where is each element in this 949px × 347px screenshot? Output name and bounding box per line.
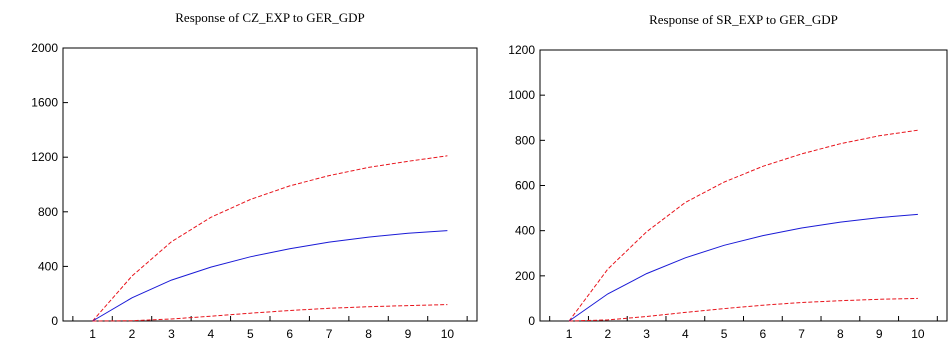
- y-tick-label: 400: [515, 224, 535, 238]
- y-tick-label: 1600: [31, 96, 58, 110]
- response-line: [92, 230, 448, 322]
- y-tick-label: 1000: [508, 88, 535, 102]
- x-tick-label: 6: [760, 327, 767, 341]
- y-tick-label: 0: [528, 314, 535, 328]
- x-tick-label: 2: [129, 327, 136, 341]
- lower-band-line: [92, 304, 448, 322]
- x-tick-label: 3: [168, 327, 175, 341]
- response-line: [568, 213, 918, 322]
- y-tick-label: 800: [515, 133, 535, 147]
- upper-band-line: [568, 129, 918, 322]
- chart-title: Response of SR_EXP to GER_GDP: [649, 12, 838, 27]
- sr-exp-response-chart: Response of SR_EXP to GER_GDP 0 200 400 600…: [508, 12, 948, 341]
- x-tick-label: 7: [326, 327, 333, 341]
- x-tick-label: 2: [604, 327, 611, 341]
- upper-band-line: [92, 155, 448, 322]
- x-tick-label: 10: [911, 327, 925, 341]
- chart-title: Response of CZ_EXP to GER_GDP: [175, 10, 364, 25]
- x-tick-label: 4: [208, 327, 215, 341]
- y-tick-label: 800: [38, 205, 58, 219]
- y-tick-label: 200: [515, 269, 535, 283]
- x-tick-label: 8: [837, 327, 844, 341]
- x-tick-label: 5: [247, 327, 254, 341]
- x-tick-label: 9: [876, 327, 883, 341]
- x-tick-label: 5: [721, 327, 728, 341]
- x-tick-label: 1: [89, 327, 96, 341]
- x-tick-label: 10: [441, 327, 455, 341]
- y-tick-label: 400: [38, 259, 58, 273]
- y-tick-label: 0: [51, 314, 58, 328]
- y-tick-label: 1200: [508, 43, 535, 57]
- plot-frame: [539, 49, 948, 322]
- x-tick-label: 8: [365, 327, 372, 341]
- plot-frame: [62, 47, 478, 322]
- x-tick-label: 3: [643, 327, 650, 341]
- x-tick-label: 9: [405, 327, 412, 341]
- lower-band-line: [569, 297, 918, 322]
- x-tick-label: 6: [286, 327, 293, 341]
- y-tick-label: 1200: [31, 150, 58, 164]
- cz-exp-response-chart: Response of CZ_EXP to GER_GDP 0400800120…: [31, 10, 478, 341]
- x-tick-label: 1: [566, 327, 573, 341]
- y-tick-label: 600: [515, 179, 535, 193]
- x-tick-label: 7: [798, 327, 805, 341]
- y-tick-label: 2000: [31, 41, 58, 55]
- x-tick-label: 4: [682, 327, 689, 341]
